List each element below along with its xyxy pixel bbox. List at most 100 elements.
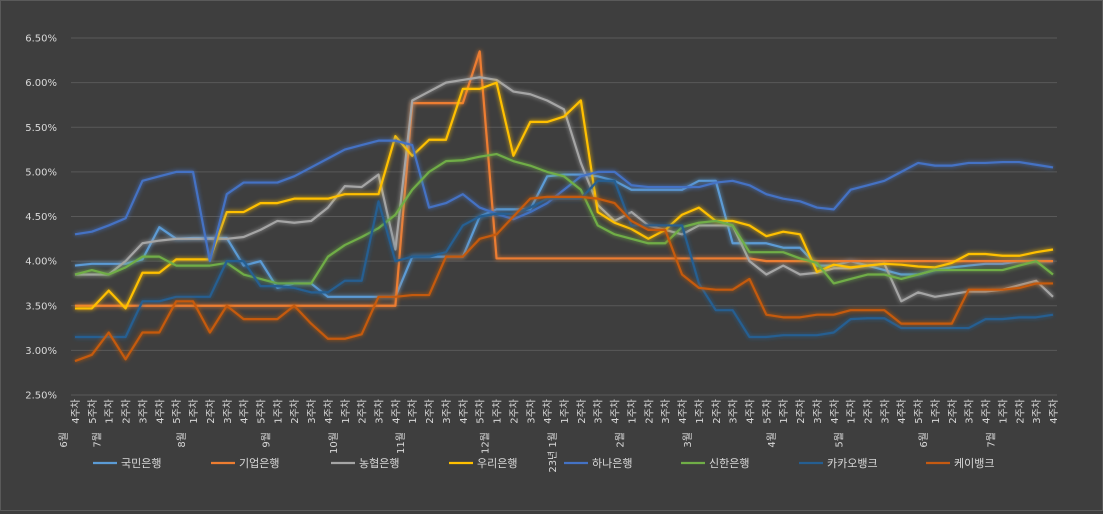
x-tick-label: 2주차 bbox=[863, 399, 875, 424]
x-tick-label: 5주차 bbox=[761, 399, 773, 424]
series-line-8 bbox=[74, 195, 1053, 363]
y-tick-label: 5.50% bbox=[25, 123, 57, 134]
x-tick-label: 3주차 bbox=[374, 399, 386, 424]
legend: 국민은행 기업은행 농협은행 우리은행 하나은행 신한은행 카카오뱅크 케이뱅크 bbox=[93, 456, 994, 470]
legend-label: 국민은행 bbox=[121, 457, 161, 470]
x-tick-group-label: 2월 bbox=[614, 432, 626, 448]
x-tick-label: 1주차 bbox=[407, 399, 419, 424]
series-line-7 bbox=[75, 179, 1054, 339]
gridlines bbox=[71, 37, 1057, 396]
x-tick-label: 1주차 bbox=[626, 399, 638, 424]
x-tick-group-label: 10월 bbox=[328, 432, 340, 454]
x-tick-label: 4주차 bbox=[1048, 399, 1060, 424]
x-tick-label: 4주차 bbox=[829, 399, 841, 424]
x-tick-label: 5주차 bbox=[87, 399, 99, 424]
series-line-5 bbox=[74, 139, 1054, 263]
x-tick-label: 1주차 bbox=[104, 399, 116, 424]
x-tick-label: 3주차 bbox=[812, 399, 824, 424]
x-tick-label: 2주차 bbox=[795, 399, 807, 424]
y-axis: 2.50% 3.00% 3.50% 4.00% 4.50% 5.00% 5.50% 6.00%… bbox=[25, 34, 57, 402]
x-tick-label: 2주차 bbox=[357, 399, 369, 424]
x-tick-label: 2주차 bbox=[576, 399, 588, 424]
x-tick-label: 3주차 bbox=[222, 399, 234, 424]
x-tick-label: 3주차 bbox=[879, 399, 891, 424]
x-tick-label: 2주차 bbox=[424, 399, 436, 424]
x-tick-group-label: 23년 1월 bbox=[547, 432, 559, 473]
series-line-6 bbox=[74, 152, 1054, 285]
x-tick-label: 5주차 bbox=[913, 399, 925, 424]
x-tick-label: 4주차 bbox=[154, 399, 166, 424]
x-tick-label: 1주차 bbox=[559, 399, 571, 424]
x-tick-label: 2주차 bbox=[205, 399, 217, 424]
x-tick-label: 1주차 bbox=[340, 399, 352, 424]
x-tick-label: 2주차 bbox=[711, 399, 723, 424]
x-tick-label: 5주차 bbox=[256, 399, 268, 424]
x-tick-group-label: 6월 bbox=[58, 432, 70, 448]
x-tick-label: 1주차 bbox=[492, 399, 504, 424]
x-tick-label: 1주차 bbox=[997, 399, 1009, 424]
x-tick-label: 1주차 bbox=[694, 399, 706, 424]
x-tick-group-label: 3월 bbox=[682, 432, 694, 448]
x-tick-label: 2주차 bbox=[643, 399, 655, 424]
legend-label: 하나은행 bbox=[592, 456, 632, 470]
x-tick-label: 3주차 bbox=[1031, 399, 1043, 424]
x-tick-label: 1주차 bbox=[272, 399, 284, 424]
series-line-4 bbox=[75, 81, 1054, 310]
x-tick-label: 4주차 bbox=[70, 399, 82, 424]
x-tick-label: 4주차 bbox=[745, 399, 757, 424]
series-line-1 bbox=[74, 173, 1053, 298]
legend-label: 농협은행 bbox=[359, 457, 399, 470]
series-line-2 bbox=[75, 50, 1053, 307]
x-tick-label: 3주차 bbox=[441, 399, 453, 424]
x-tick-label: 4주차 bbox=[458, 399, 470, 424]
x-tick-label: 3주차 bbox=[964, 399, 976, 424]
x-tick-label: 4주차 bbox=[610, 399, 622, 424]
x-tick-label: 1주차 bbox=[188, 399, 200, 424]
x-tick-label: 1주차 bbox=[930, 399, 942, 424]
x-tick-label: 3주차 bbox=[525, 399, 537, 424]
x-tick-label: 1주차 bbox=[846, 399, 858, 424]
x-tick-group-label: 7월 bbox=[985, 432, 997, 448]
x-tick-group-label: 4월 bbox=[766, 432, 778, 448]
legend-label: 신한은행 bbox=[709, 457, 749, 470]
x-tick-label: 2주차 bbox=[289, 399, 301, 424]
x-tick-label: 3주차 bbox=[306, 399, 318, 424]
legend-label: 우리은행 bbox=[477, 457, 517, 470]
y-tick-label: 4.50% bbox=[25, 212, 57, 223]
y-tick-label: 5.00% bbox=[25, 167, 57, 178]
x-tick-group-label: 7월 bbox=[92, 432, 104, 448]
x-tick-label: 4주차 bbox=[239, 399, 251, 424]
x-tick-label: 2주차 bbox=[947, 399, 959, 424]
x-tick-label: 4주차 bbox=[323, 399, 335, 424]
x-tick-label: 3주차 bbox=[137, 399, 149, 424]
x-tick-group-label: 5월 bbox=[834, 432, 846, 448]
x-tick-label: 3주차 bbox=[660, 399, 672, 424]
x-tick-label: 2주차 bbox=[1014, 399, 1026, 424]
x-tick-label: 2주차 bbox=[508, 399, 520, 424]
x-tick-group-label: 9월 bbox=[260, 432, 272, 448]
x-tick-group-label: 11월 bbox=[395, 432, 407, 454]
y-tick-label: 6.50% bbox=[25, 34, 57, 45]
y-tick-label: 6.00% bbox=[25, 78, 57, 89]
x-tick-label: 4주차 bbox=[981, 399, 993, 424]
y-tick-label: 2.50% bbox=[25, 391, 57, 402]
x-tick-label: 5주차 bbox=[475, 399, 487, 424]
y-tick-label: 4.00% bbox=[25, 257, 57, 268]
x-tick-label: 5주차 bbox=[171, 399, 183, 424]
legend-label: 기업은행 bbox=[239, 457, 279, 470]
series-lines bbox=[74, 50, 1054, 363]
x-tick-group-label: 8월 bbox=[176, 432, 188, 448]
x-tick-label: 1주차 bbox=[778, 399, 790, 424]
y-tick-label: 3.00% bbox=[25, 346, 57, 357]
legend-label: 케이뱅크 bbox=[954, 457, 994, 470]
legend-label: 카카오뱅크 bbox=[827, 457, 878, 470]
y-tick-label: 3.50% bbox=[25, 301, 57, 312]
x-tick-label: 3주차 bbox=[593, 399, 605, 424]
x-tick-label: 4주차 bbox=[677, 399, 689, 424]
x-tick-group-label: 12월 bbox=[480, 432, 492, 454]
x-tick-label: 4주차 bbox=[896, 399, 908, 424]
x-tick-label: 3주차 bbox=[728, 399, 740, 424]
